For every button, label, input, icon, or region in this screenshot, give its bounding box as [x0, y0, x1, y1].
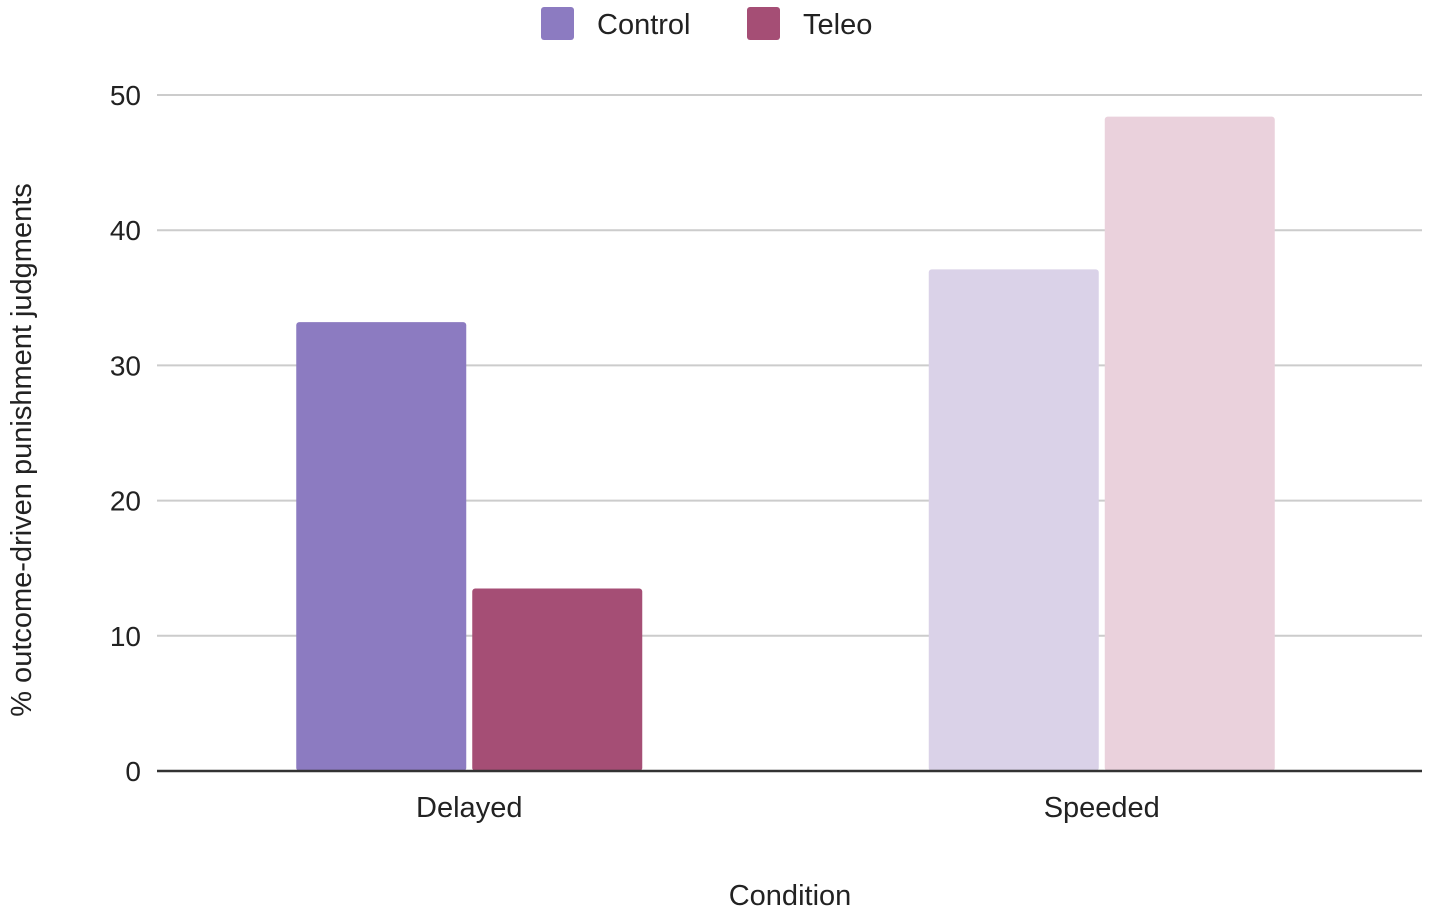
x-axis-title: Condition [729, 880, 852, 912]
y-tick-label: 20 [110, 486, 141, 517]
bar-control-delayed: Control / Delayed: 33.2 [296, 322, 467, 771]
legend-swatch-control [541, 7, 574, 40]
y-tick-label: 10 [110, 621, 141, 652]
y-tick-label: 50 [110, 80, 141, 111]
legend-swatch-teleo [747, 7, 780, 40]
y-tick-label: 0 [125, 756, 141, 787]
bars: Control / Delayed: 33.2Teleo / Delayed: … [157, 116, 1422, 773]
x-axis-ticks: Delayed Speeded [416, 792, 1160, 824]
x-tick-label: Speeded [1044, 792, 1160, 824]
y-axis-ticks: 0 10 20 30 40 50 [110, 80, 141, 787]
bar-teleo-delayed: Teleo / Delayed: 13.5 [472, 588, 643, 771]
bar-control-speeded: Control / Speeded: 37.1 [928, 269, 1099, 771]
y-axis-title: % outcome-driven punishment judgments [6, 183, 38, 717]
legend-label-teleo: Teleo [803, 9, 872, 41]
x-tick-label: Delayed [416, 792, 522, 824]
y-tick-label: 30 [110, 350, 141, 381]
y-tick-label: 40 [110, 215, 141, 246]
legend-label-control: Control [597, 9, 691, 41]
bar-teleo-speeded: Teleo / Speeded: 48.4 [1104, 116, 1275, 771]
legend: Control Teleo [541, 7, 872, 41]
